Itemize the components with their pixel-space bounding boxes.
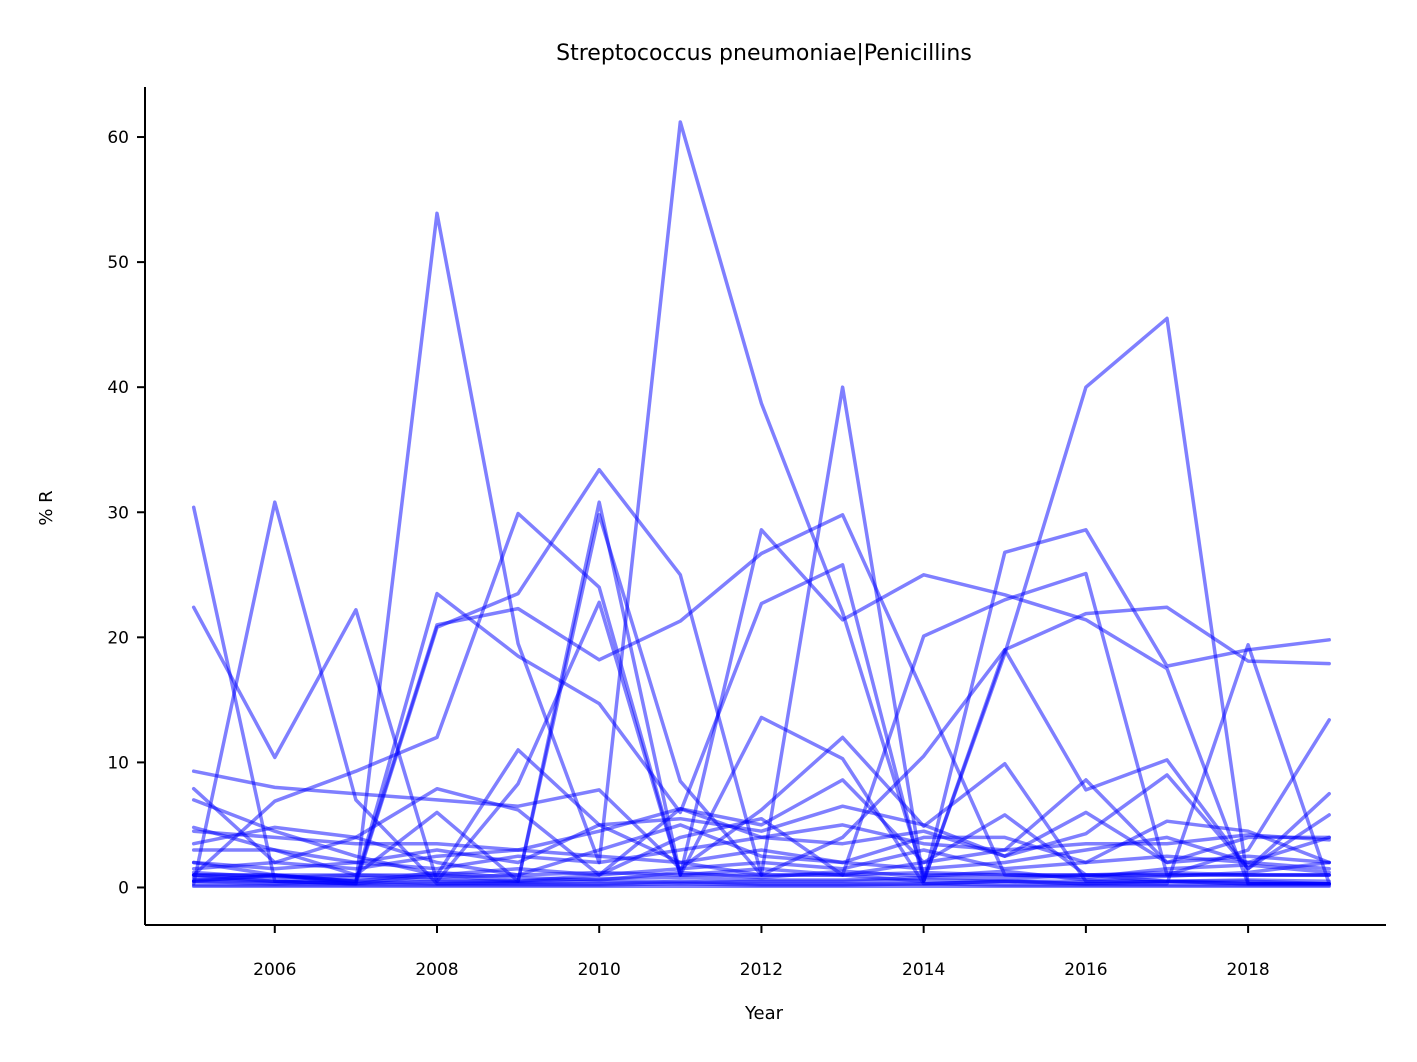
series-line-24 (191, 863, 1331, 880)
y-tick-label: 0 (118, 878, 129, 898)
series-layer (191, 120, 1331, 888)
y-tick-label: 30 (107, 503, 129, 523)
x-ticks: 2006 2008 2010 2012 2014 2016 2018 (253, 925, 1270, 980)
y-ticks: 0 10 20 30 40 50 60 (107, 128, 145, 898)
chart-title: Streptococcus pneumoniae|Penicillins (556, 41, 972, 66)
series-line-12 (191, 648, 1331, 877)
x-tick-label: 2018 (1226, 960, 1269, 980)
series-line-5 (191, 511, 1331, 886)
series-line-21 (191, 878, 1331, 886)
x-tick-label: 2014 (902, 960, 945, 980)
series-line-18 (191, 819, 1331, 871)
y-tick-label: 10 (107, 753, 129, 773)
y-tick-label: 20 (107, 628, 129, 648)
x-tick-label: 2012 (740, 960, 783, 980)
y-axis-label: % R (36, 490, 57, 525)
y-tick-label: 60 (107, 128, 129, 148)
x-tick-label: 2010 (578, 960, 621, 980)
x-axis-label: Year (744, 1003, 784, 1024)
series-line-6 (191, 563, 1331, 883)
x-tick-label: 2016 (1064, 960, 1107, 980)
axes (144, 87, 1386, 926)
x-tick-label: 2008 (415, 960, 458, 980)
series-line-17 (191, 804, 1331, 871)
series-line-15 (191, 823, 1331, 877)
y-tick-label: 40 (107, 378, 129, 398)
y-tick-label: 50 (107, 253, 129, 273)
series-line-25 (191, 860, 1331, 883)
x-tick-label: 2006 (253, 960, 296, 980)
